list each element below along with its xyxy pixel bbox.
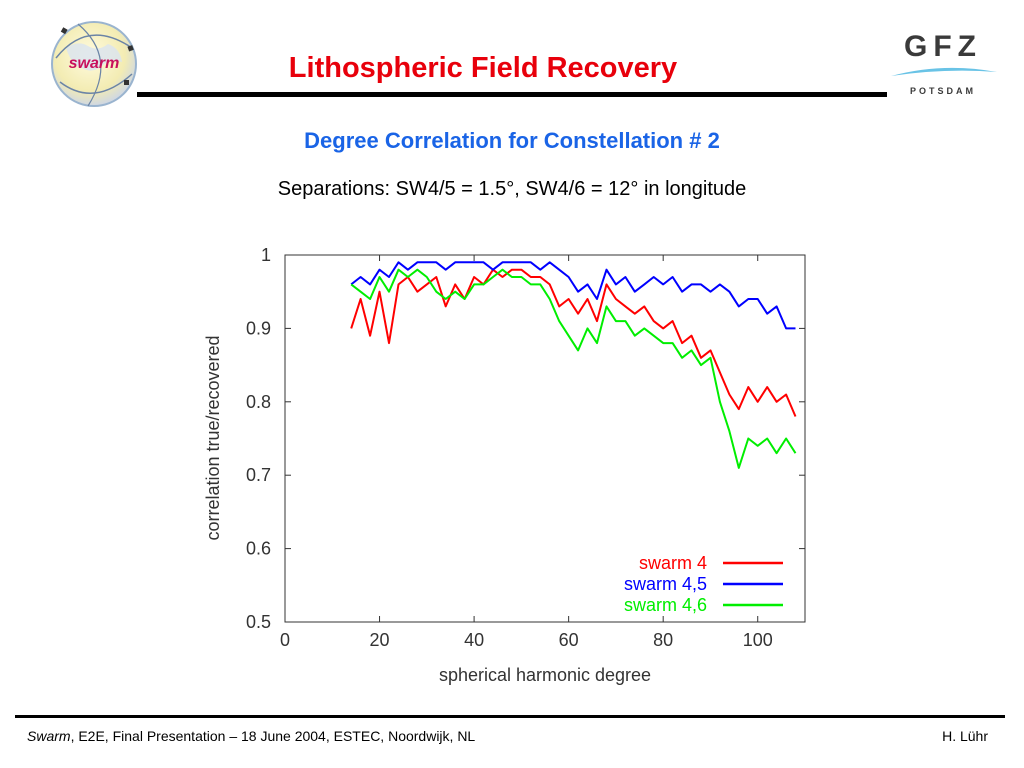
gfz-logo: GFZ POTSDAM [885, 28, 1000, 100]
separations-text: Separations: SW4/5 = 1.5°, SW4/6 = 12° i… [277, 178, 747, 200]
swarm-logo: swarm [48, 18, 140, 110]
y-axis-label: correlation true/recovered [203, 335, 223, 540]
legend-label: swarm 4,5 [624, 574, 707, 594]
degree-correlation-chart: 0 20 40 60 80 100 0.5 0.6 0.7 0.8 0.9 1 swarm 4 swar… [195, 235, 825, 690]
footer-citation: Swarm, E2E, Final Presentation – 18 June… [27, 728, 475, 744]
series-line-1 [350, 268, 797, 417]
footer-author: H. Lühr [942, 728, 988, 744]
x-tick-label: 20 [370, 630, 390, 650]
x-axis-label: spherical harmonic degree [439, 665, 651, 685]
x-tick-label: 100 [743, 630, 773, 650]
legend-label: swarm 4 [639, 553, 707, 573]
x-tick-label: 40 [464, 630, 484, 650]
y-tick-label: 0.6 [246, 539, 271, 559]
swarm-logo-text: swarm [69, 55, 120, 72]
series-line-2 [350, 261, 796, 330]
footer-citation-text: , E2E, Final Presentation – 18 June 2004… [70, 728, 476, 744]
x-tick-label: 80 [653, 630, 673, 650]
y-tick-label: 0.7 [246, 465, 271, 485]
y-tick-label: 0.8 [246, 392, 271, 412]
x-tick-label: 0 [280, 630, 290, 650]
series-line-3 [350, 268, 797, 469]
plot-frame [284, 254, 806, 623]
gfz-logo-subtext: POTSDAM [910, 86, 976, 96]
y-tick-label: 1 [261, 245, 271, 265]
legend-label: swarm 4,6 [624, 595, 707, 615]
gfz-logo-text: GFZ [904, 30, 982, 63]
page-title: Lithospheric Field Recovery [288, 52, 678, 84]
chart-subtitle: Degree Correlation for Constellation # 2 [304, 128, 720, 153]
footer-rule [15, 715, 1005, 718]
footer-swarm-italic: Swarm [27, 728, 71, 744]
y-tick-label: 0.9 [246, 318, 271, 338]
y-tick-label: 0.5 [246, 612, 271, 632]
x-tick-label: 60 [559, 630, 579, 650]
header-rule [137, 92, 887, 97]
